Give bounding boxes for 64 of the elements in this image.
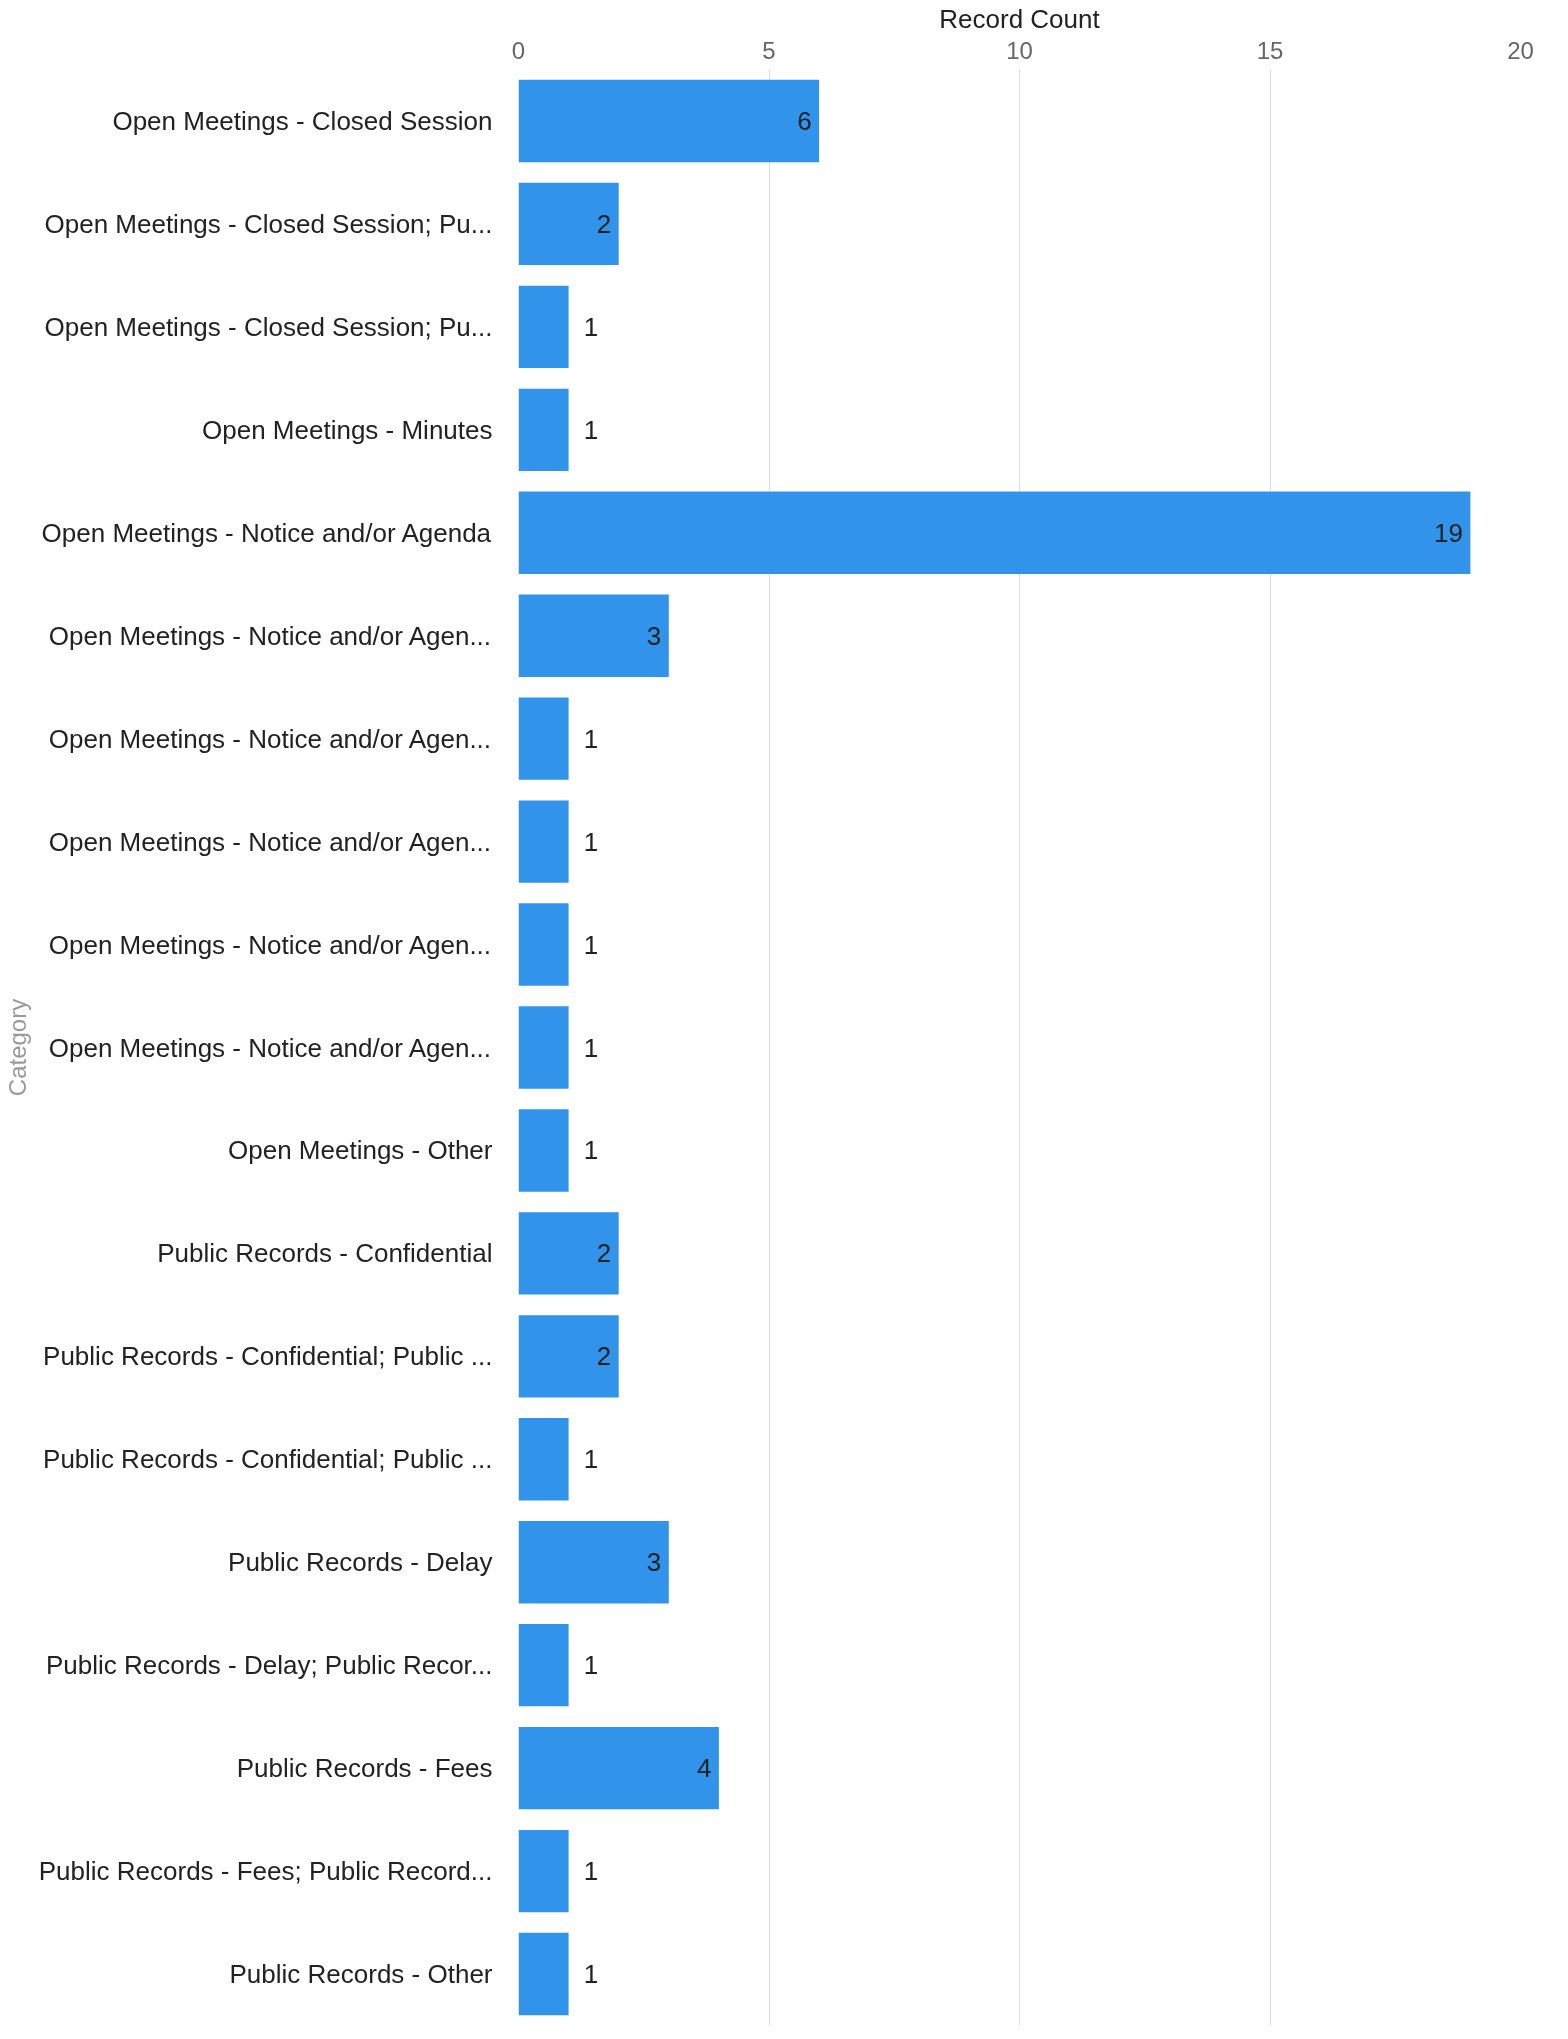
x-tick-label: 10 [1006, 36, 1033, 64]
data-label: 1 [583, 1135, 599, 1166]
bar [518, 182, 619, 266]
x-tick-label: 20 [1507, 36, 1534, 64]
y-tick-label: Public Records - Confidential; Public ... [43, 1444, 493, 1475]
y-tick-label: Public Records - Delay; Public Recor... [45, 1650, 493, 1681]
data-label: 1 [583, 1444, 599, 1475]
x-tick-label: 15 [1256, 36, 1284, 64]
x-axis-title: Record Count [939, 3, 1101, 34]
data-label: 3 [646, 1547, 662, 1578]
y-tick-label: Open Meetings - Notice and/or Agen... [48, 620, 492, 651]
bar [518, 1006, 569, 1089]
y-tick-label: Open Meetings - Notice and/or Agen... [48, 1032, 492, 1063]
y-tick-label: Public Records - Delay [228, 1547, 493, 1578]
data-label: 3 [646, 620, 662, 651]
bar [518, 1212, 619, 1295]
data-label: 1 [583, 723, 599, 754]
data-label: 1 [583, 1650, 599, 1681]
y-tick-label: Open Meetings - Minutes [202, 414, 493, 445]
bar [518, 1726, 719, 1810]
bar [518, 388, 569, 471]
y-tick-label: Open Meetings - Closed Session; Pu... [44, 208, 493, 239]
bar [518, 285, 569, 369]
y-tick-label: Public Records - Confidential [157, 1238, 493, 1269]
data-label: 2 [596, 208, 612, 239]
data-label: 1 [583, 1856, 599, 1887]
y-tick-label: Open Meetings - Closed Session; Pu... [44, 311, 493, 342]
data-label: 1 [583, 311, 599, 342]
bar [518, 491, 1471, 574]
data-label: 2 [596, 1341, 612, 1372]
bar [518, 594, 669, 677]
y-tick-label: Open Meetings - Notice and/or Agenda [41, 517, 492, 548]
y-tick-label: Public Records - Fees; Public Record... [38, 1856, 493, 1887]
bar [518, 697, 569, 780]
bar [518, 1521, 669, 1604]
y-tick-label: Open Meetings - Other [228, 1135, 493, 1166]
y-tick-label: Open Meetings - Notice and/or Agen... [48, 826, 492, 857]
bar [518, 903, 569, 986]
bar [518, 1624, 569, 1707]
data-label: 2 [596, 1238, 612, 1269]
bar [518, 1109, 569, 1192]
y-axis-title: Category [3, 998, 31, 1097]
bar [518, 1315, 619, 1398]
data-label: 1 [583, 1959, 599, 1990]
data-label: 1 [583, 826, 599, 857]
data-label: 1 [583, 1032, 599, 1063]
bar [518, 1932, 569, 2016]
bar [518, 79, 820, 163]
y-tick-label: Public Records - Confidential; Public ... [43, 1341, 493, 1372]
x-tick-label: 5 [762, 36, 776, 64]
data-label: 6 [797, 105, 812, 136]
bar [518, 800, 569, 883]
y-tick-label: Open Meetings - Notice and/or Agen... [48, 929, 492, 960]
data-label: 1 [583, 929, 599, 960]
y-tick-label: Open Meetings - Closed Session [112, 105, 493, 136]
y-tick-label: Open Meetings - Notice and/or Agen... [48, 723, 492, 754]
data-label: 4 [696, 1753, 712, 1784]
bar [518, 1418, 569, 1501]
y-tick-label: Public Records - Other [229, 1959, 493, 1990]
bar [518, 1829, 569, 1913]
data-label: 1 [583, 414, 599, 445]
x-tick-label: 0 [511, 36, 526, 64]
data-label: 19 [1433, 517, 1463, 548]
y-tick-label: Public Records - Fees [236, 1753, 493, 1784]
